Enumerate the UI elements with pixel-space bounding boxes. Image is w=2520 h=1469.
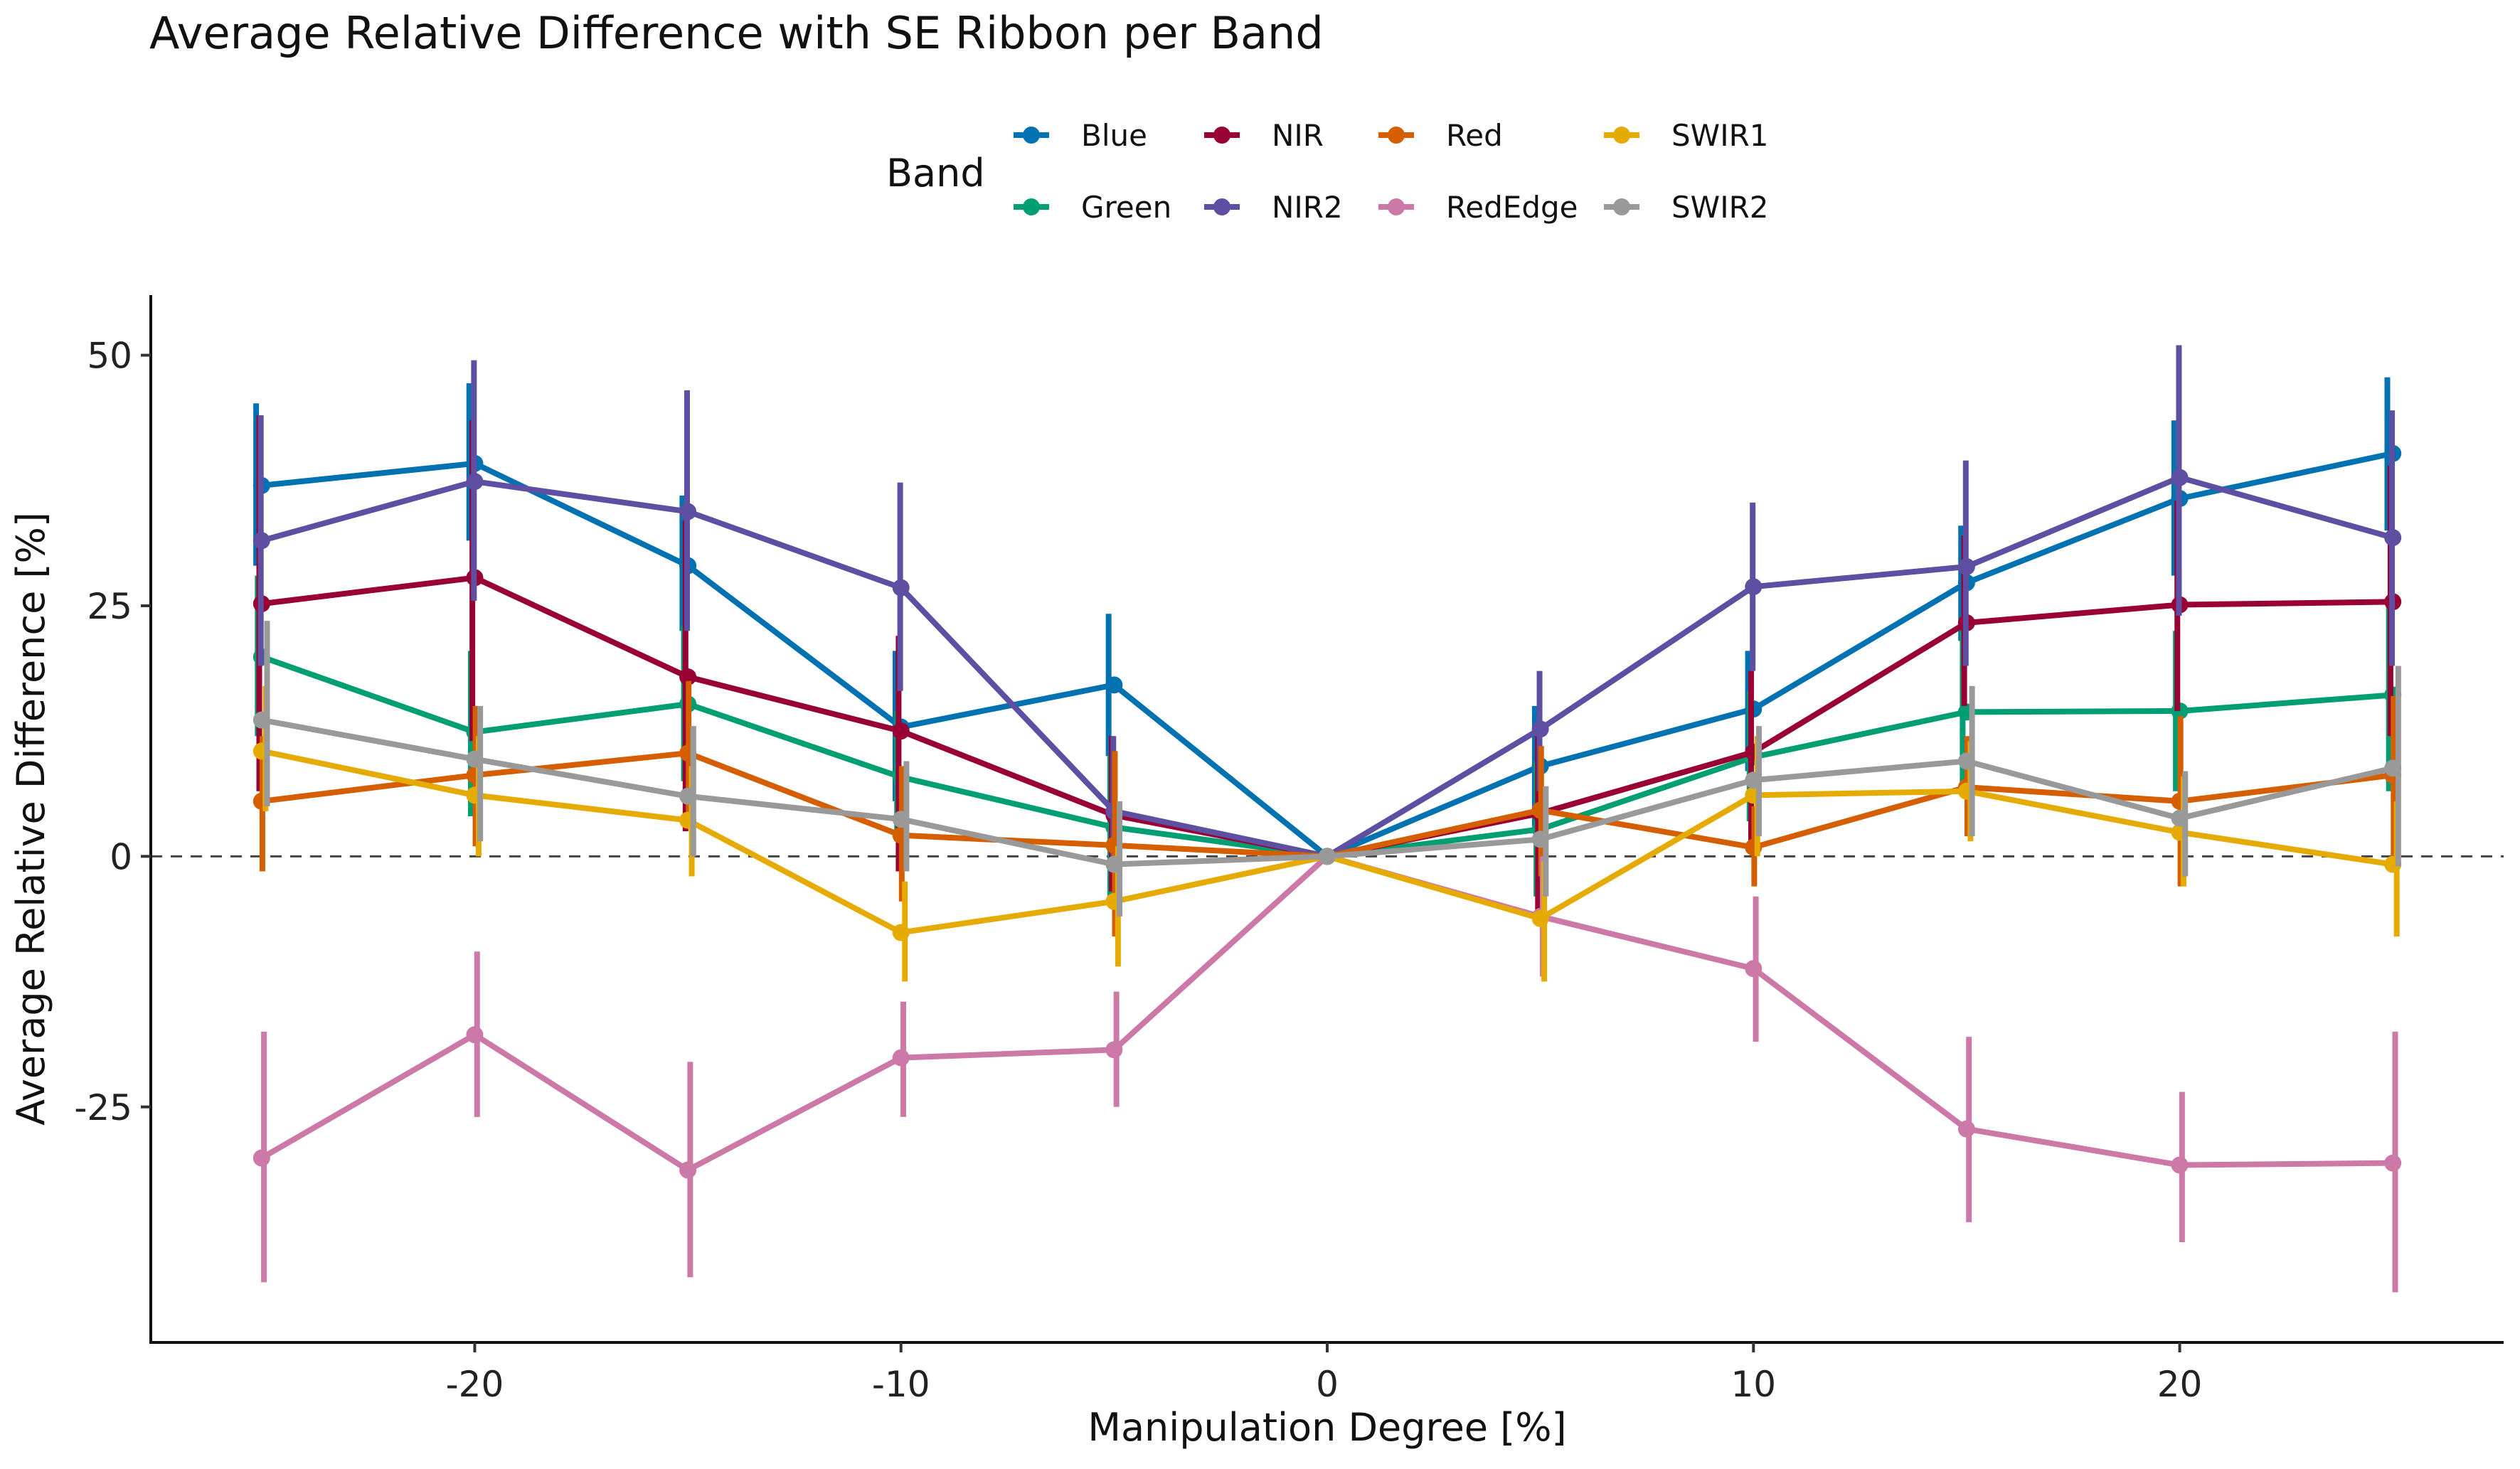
legend-label-green: Green (1081, 190, 1171, 225)
legend: Band Blue Green NIR NIR2 Red RedEdge SWIR1 SWIR… (886, 118, 1768, 225)
legend-item-swir1: SWIR1 (1604, 118, 1768, 153)
point-swir2-0 (1319, 848, 1336, 865)
x-axis-label: Manipulation Degree [%] (1088, 1405, 1566, 1450)
legend-item-swir2: SWIR2 (1604, 190, 1768, 225)
legend-item-red: Red (1378, 118, 1503, 153)
y-tick-label--25: -25 (74, 1087, 132, 1128)
series-swir1 (252, 685, 2402, 982)
point-nir2--10 (892, 579, 910, 597)
legend-title: Band (886, 151, 985, 196)
point-rededge-15 (1957, 1120, 1975, 1138)
chart-title: Average Relative Difference with SE Ribb… (149, 7, 1324, 59)
point-blue--5 (1105, 676, 1123, 694)
x-tick-label-0: 0 (1316, 1364, 1339, 1405)
point-nir2-15 (1957, 557, 1975, 575)
point-nir--10 (892, 722, 910, 740)
point-swir2-5 (1531, 830, 1549, 848)
legend-point-swir2 (1613, 198, 1630, 215)
legend-label-nir2: NIR2 (1272, 190, 1343, 225)
series-rededge (252, 848, 2402, 1293)
point-swir2-25 (2384, 759, 2402, 777)
point-rededge--10 (892, 1049, 910, 1067)
y-tick-label-50: 50 (87, 336, 132, 377)
point-nir2-20 (2171, 469, 2189, 486)
legend-point-green (1023, 198, 1040, 215)
series-line-swir2 (261, 717, 2394, 867)
point-rededge-10 (1745, 960, 1763, 978)
series-line-nir2 (260, 474, 2394, 860)
point-swir2-10 (1745, 771, 1763, 789)
axes: -20 -10 0 10 20 -25 0 25 50 (74, 295, 2504, 1405)
point-rededge--5 (1105, 1041, 1123, 1059)
legend-item-green: Green (1014, 190, 1171, 225)
y-tick-label-0: 0 (110, 836, 132, 877)
legend-label-red: Red (1446, 118, 1503, 153)
legend-item-nir2: NIR2 (1204, 190, 1343, 225)
point-rededge--20 (466, 1026, 484, 1044)
point-nir2-10 (1745, 578, 1763, 596)
point-swir2-15 (1957, 752, 1975, 770)
legend-item-rededge: RedEdge (1378, 190, 1578, 225)
point-swir2--15 (679, 787, 697, 805)
point-nir2-25 (2384, 529, 2402, 547)
y-axis-label: Average Relative Difference [%] (9, 512, 53, 1126)
series-line-green (260, 654, 2393, 860)
point-rededge-25 (2384, 1154, 2402, 1172)
x-tick-label--20: -20 (446, 1364, 504, 1405)
point-nir2-5 (1531, 720, 1549, 738)
legend-point-rededge (1388, 198, 1405, 215)
point-nir--15 (679, 668, 697, 686)
y-tick-label-25: 25 (87, 586, 132, 627)
legend-label-blue: Blue (1081, 118, 1147, 153)
legend-point-nir2 (1213, 198, 1230, 215)
point-nir2--25 (252, 532, 270, 550)
point-swir2--20 (466, 750, 484, 768)
series-line-rededge (260, 853, 2393, 1173)
series-nir (252, 415, 2402, 917)
point-swir2--10 (892, 811, 910, 828)
point-nir2--15 (679, 503, 697, 520)
legend-label-rededge: RedEdge (1446, 190, 1578, 225)
legend-label-swir1: SWIR1 (1671, 118, 1768, 153)
point-rededge--15 (679, 1161, 697, 1179)
x-tick-label--10: -10 (872, 1364, 930, 1405)
point-swir1-5 (1531, 909, 1549, 927)
point-swir2--5 (1105, 855, 1123, 873)
point-nir2--20 (466, 473, 484, 491)
legend-point-nir (1213, 127, 1230, 144)
x-tick-label-20: 20 (2157, 1364, 2203, 1405)
legend-item-nir: NIR (1204, 118, 1324, 153)
legend-label-swir2: SWIR2 (1671, 190, 1768, 225)
series-line-red (261, 750, 2393, 860)
legend-point-blue (1023, 127, 1040, 144)
legend-point-red (1388, 127, 1405, 144)
point-swir2-20 (2171, 809, 2189, 827)
legend-point-swir1 (1613, 127, 1630, 144)
point-swir2--25 (252, 711, 270, 729)
legend-label-nir: NIR (1272, 118, 1324, 153)
x-tick-label-10: 10 (1730, 1364, 1776, 1405)
series-swir2 (252, 621, 2402, 917)
point-rededge-20 (2171, 1156, 2189, 1174)
legend-item-blue: Blue (1014, 118, 1147, 153)
point-swir1--10 (892, 924, 910, 941)
point-rededge--25 (252, 1149, 270, 1167)
